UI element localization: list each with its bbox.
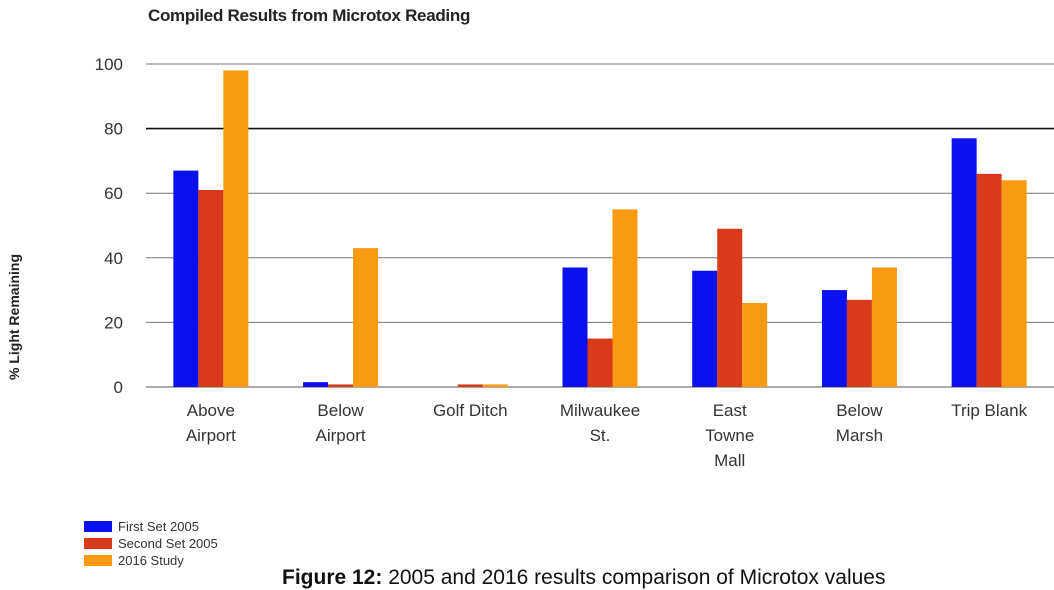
legend-label: Second Set 2005	[118, 536, 218, 551]
figure-number: Figure 12:	[282, 566, 383, 589]
legend-swatch	[84, 521, 112, 532]
bar	[303, 382, 329, 387]
caption-text: 2005 and 2016 results comparison of Micr…	[382, 566, 886, 589]
x-tick-label: Trip Blank	[951, 401, 1027, 420]
x-tick-label: Below	[836, 401, 883, 420]
chart-title: Compiled Results from Microtox Reading	[148, 6, 471, 25]
bar	[457, 384, 483, 387]
bar	[328, 384, 354, 387]
bar	[587, 338, 613, 387]
x-tick-label: Airport	[186, 426, 236, 445]
y-tick-label: 80	[104, 120, 123, 139]
bar	[1001, 180, 1027, 387]
legend-item: Second Set 2005	[84, 535, 218, 552]
y-tick-label: 20	[104, 313, 123, 332]
y-tick-labels: 0 20 40 60 80 100	[95, 55, 123, 397]
bar	[482, 384, 508, 387]
figure-caption: Figure 12: 2005 and 2016 results compari…	[282, 566, 885, 590]
x-tick-label: East	[713, 401, 747, 420]
legend-swatch	[84, 538, 112, 549]
x-tick-label: Below	[317, 401, 364, 420]
y-tick-label: 40	[104, 249, 123, 268]
bar	[976, 173, 1002, 387]
bar	[353, 248, 379, 387]
y-tick-label: 0	[114, 378, 123, 397]
bar-chart: 0 20 40 60 80 100 Above Airport Below Airport Gol…	[95, 55, 1054, 470]
x-tick-label: Golf Ditch	[433, 401, 508, 420]
y-tick-label: 60	[104, 184, 123, 203]
legend-label: 2016 Study	[118, 553, 184, 568]
bar	[198, 189, 224, 387]
x-tick-label: Mall	[714, 451, 745, 470]
bar	[692, 270, 718, 387]
bar	[173, 170, 199, 387]
bars	[173, 70, 1027, 388]
x-tick-label: St.	[590, 426, 611, 445]
x-tick-label: Marsh	[836, 426, 883, 445]
x-tick-label: Milwaukee	[560, 401, 640, 420]
bar	[742, 303, 768, 387]
y-tick-label: 100	[95, 55, 123, 74]
bar	[821, 290, 847, 387]
bar	[846, 299, 872, 387]
legend-item: First Set 2005	[84, 518, 218, 535]
bar	[223, 70, 249, 388]
legend: First Set 2005 Second Set 2005 2016 Study	[84, 518, 218, 569]
bar	[612, 209, 638, 387]
bar	[717, 228, 743, 387]
legend-label: First Set 2005	[118, 519, 199, 534]
x-tick-label: Towne	[705, 426, 754, 445]
legend-item: 2016 Study	[84, 552, 218, 569]
bar	[951, 138, 977, 387]
bar	[562, 267, 588, 387]
legend-swatch	[84, 555, 112, 566]
x-tick-label: Airport	[316, 426, 366, 445]
x-tick-labels: Above Airport Below Airport Golf Ditch Milwau…	[186, 401, 1028, 470]
bar	[871, 267, 897, 387]
x-tick-label: Above	[187, 401, 235, 420]
